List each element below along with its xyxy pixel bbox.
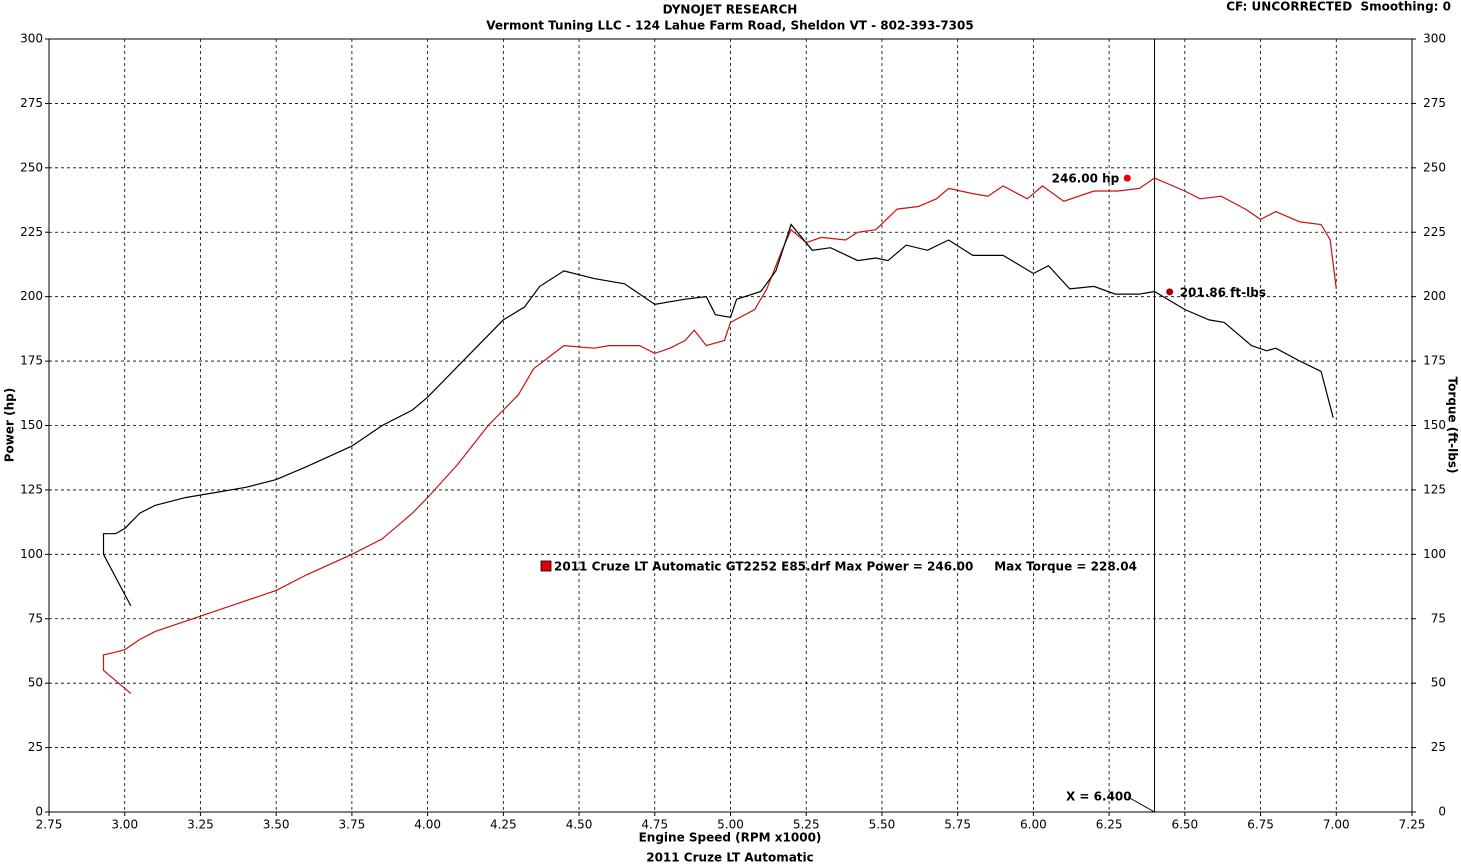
y2-tick-label: 50 (1431, 676, 1446, 690)
x-tick-label: 4.75 (641, 818, 668, 832)
x-tick-label: 3.75 (339, 818, 366, 832)
x-axis-label: Engine Speed (RPM x1000) (639, 831, 822, 845)
y2-tick-label: 100 (1423, 547, 1446, 561)
x-tick-label: 4.50 (566, 818, 593, 832)
y-tick-label: 150 (20, 418, 43, 432)
chart-subtitle: Vermont Tuning LLC - 124 Lahue Farm Road… (486, 19, 973, 33)
x-tick-label: 4.25 (490, 818, 517, 832)
x-tick-label: 7.00 (1323, 818, 1350, 832)
y-tick-label: 300 (20, 32, 43, 46)
y-axis-label: Power (hp) (3, 388, 17, 462)
settings-text: CF: UNCORRECTED Smoothing: 0 (1226, 0, 1451, 14)
legend-swatch (540, 560, 552, 572)
x-tick-label: 5.50 (869, 818, 896, 832)
series-line (102, 223, 1334, 607)
y2-tick-label: 0 (1438, 805, 1446, 819)
y2-tick-label: 275 (1423, 96, 1446, 110)
series-line (102, 177, 1337, 694)
annotation-label: 246.00 hp (1052, 172, 1120, 186)
x-tick-label: 4.00 (414, 818, 441, 832)
x-tick-label: 5.25 (793, 818, 820, 832)
annotation-marker (1166, 288, 1174, 296)
x-tick-label: 3.00 (111, 818, 138, 832)
x-tick-label: 5.00 (717, 818, 744, 832)
y-tick-label: 25 (28, 740, 43, 754)
y-tick-label: 125 (20, 482, 43, 496)
x-tick-label: 7.25 (1399, 818, 1426, 832)
chart-title: DYNOJET RESEARCH (663, 3, 798, 17)
y2-tick-label: 175 (1423, 354, 1446, 368)
cursor-label: X = 6.400 (1066, 790, 1132, 804)
x-tick-label: 6.50 (1171, 818, 1198, 832)
y-tick-label: 225 (20, 225, 43, 239)
y-tick-label: 0 (35, 805, 43, 819)
y-tick-label: 200 (20, 289, 43, 303)
y-tick-label: 50 (28, 676, 43, 690)
y2-tick-label: 225 (1423, 225, 1446, 239)
x-tick-label: 6.75 (1247, 818, 1274, 832)
y2-axis-label: Torque (ft-lbs) (1446, 377, 1460, 474)
x-tick-label: 3.25 (187, 818, 214, 832)
x-tick-label: 6.25 (1096, 818, 1123, 832)
x-tick-label: 3.50 (263, 818, 290, 832)
cursor-leader (1127, 796, 1155, 813)
y-tick-label: 100 (20, 547, 43, 561)
y-tick-label: 175 (20, 354, 43, 368)
x-tick-label: 5.75 (944, 818, 971, 832)
annotation-marker (1123, 174, 1131, 182)
y2-tick-label: 25 (1431, 740, 1446, 754)
y2-tick-label: 150 (1423, 418, 1446, 432)
y-tick-label: 275 (20, 96, 43, 110)
y2-tick-label: 125 (1423, 482, 1446, 496)
x-tick-label: 2.75 (36, 818, 63, 832)
y2-tick-label: 75 (1431, 611, 1446, 625)
x-tick-label: 6.00 (1020, 818, 1047, 832)
footer: 2011 Cruze LT Automatic (646, 851, 814, 865)
y2-tick-label: 250 (1423, 160, 1446, 174)
y-tick-label: 75 (28, 611, 43, 625)
annotation-label: 201.86 ft-lbs (1180, 285, 1266, 299)
y2-tick-label: 300 (1423, 32, 1446, 46)
y2-tick-label: 200 (1423, 289, 1446, 303)
y-tick-label: 250 (20, 160, 43, 174)
legend-text: 2011 Cruze LT Automatic GT2252 E85.drf M… (554, 560, 1137, 574)
